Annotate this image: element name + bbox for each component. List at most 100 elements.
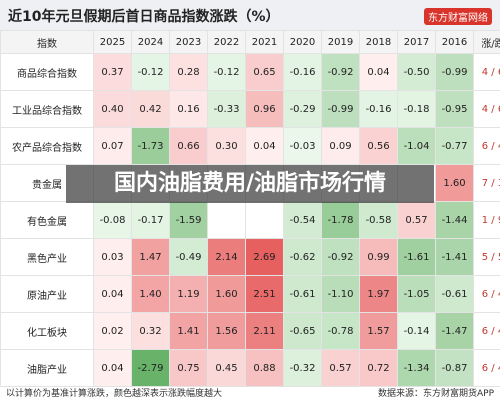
- cell-value: 1.57: [359, 312, 398, 350]
- up-down-count: 6 / 4: [473, 127, 500, 165]
- cell-value: 1.40: [131, 275, 170, 313]
- up-down-count: 7 / 3: [473, 164, 500, 202]
- row-label: 农产品综合指数: [0, 127, 94, 165]
- footer-source: 数据来源：东方财富期货APP: [377, 389, 494, 399]
- cell-value: 1.60: [207, 275, 246, 313]
- cell-value: 0.42: [131, 90, 170, 128]
- column-header: 2018: [359, 30, 398, 54]
- cell-value: 0.66: [169, 127, 208, 165]
- up-down-count: 5 / 5: [473, 238, 500, 276]
- cell-value: 0.04: [93, 349, 132, 387]
- cell-value: -0.03: [283, 127, 322, 165]
- cell-value: 0.37: [93, 53, 132, 91]
- cell-value: 0.57: [397, 201, 436, 239]
- cell-value: -0.29: [283, 90, 322, 128]
- logo: 东方财富网络: [424, 8, 492, 25]
- cell-value: [207, 201, 246, 239]
- cell-value: -1.78: [321, 201, 360, 239]
- cell-value: 0.28: [169, 53, 208, 91]
- cell-value: 0.88: [245, 349, 284, 387]
- up-down-count: 6 / 4: [473, 275, 500, 313]
- row: 有色金属 -0.08 -0.17 -1.59 -0.54 -1.78 -0.58 0.57 -1…: [0, 201, 500, 239]
- cell-value: 2.11: [245, 312, 284, 350]
- row: 农产品综合指数 0.07 -1.73 0.66 0.30 0.04 -0.03 0.09 0.5…: [0, 127, 500, 165]
- up-down-count: 4 / 6: [473, 90, 500, 128]
- cell-value: [245, 201, 284, 239]
- cell-value: -0.32: [283, 349, 322, 387]
- cell-value: -2.79: [131, 349, 170, 387]
- cell-value: 0.45: [207, 349, 246, 387]
- up-down-count: 6 / 4: [473, 312, 500, 350]
- cell-value: -0.99: [435, 53, 474, 91]
- cell-value: 2.51: [245, 275, 284, 313]
- cell-value: -0.08: [93, 201, 132, 239]
- cell-value: -1.44: [435, 201, 474, 239]
- row: 商品综合指数 0.37 -0.12 0.28 -0.12 0.65 -0.16 -0.92 0.…: [0, 53, 500, 91]
- cell-value: -0.54: [283, 201, 322, 239]
- cell-value: -0.12: [207, 53, 246, 91]
- cell-value: 0.65: [245, 53, 284, 91]
- column-header: 2020: [283, 30, 322, 54]
- cell-value: 0.02: [93, 312, 132, 350]
- cell-value: -0.49: [169, 238, 208, 276]
- row-label: 有色金属: [0, 201, 94, 239]
- cell-value: 0.30: [207, 127, 246, 165]
- cell-value: 1.41: [169, 312, 208, 350]
- cell-value: -0.18: [397, 90, 436, 128]
- row-label: 工业品综合指数: [0, 90, 94, 128]
- cell-value: -0.87: [435, 349, 474, 387]
- cell-value: 0.56: [359, 127, 398, 165]
- cell-value: 0.09: [321, 127, 360, 165]
- cell-value: -1.41: [435, 238, 474, 276]
- cell-value: -1.73: [131, 127, 170, 165]
- cell-value: 0.07: [93, 127, 132, 165]
- cell-value: 0.04: [359, 53, 398, 91]
- up-down-count: 6 / 4: [473, 349, 500, 387]
- column-header: 2021: [245, 30, 284, 54]
- up-down-count: 1 / 9: [473, 201, 500, 239]
- cell-value: -0.62: [283, 238, 322, 276]
- up-down-count: 4 / 6: [473, 53, 500, 91]
- cell-value: -1.59: [169, 201, 208, 239]
- cell-value: 2.69: [245, 238, 284, 276]
- cell-value: -0.95: [435, 90, 474, 128]
- cell-value: -0.14: [397, 312, 436, 350]
- cell-value: 0.04: [93, 275, 132, 313]
- cell-value: 0.32: [131, 312, 170, 350]
- row-label: 化工板块: [0, 312, 94, 350]
- cell-value: -1.34: [397, 349, 436, 387]
- cell-value: 0.40: [93, 90, 132, 128]
- cell-value: 1.19: [169, 275, 208, 313]
- cell-value: 1.56: [207, 312, 246, 350]
- cell-value: 0.04: [245, 127, 284, 165]
- column-header: 2016: [435, 30, 474, 54]
- row-label: 油脂产业: [0, 349, 94, 387]
- cell-value: -0.17: [131, 201, 170, 239]
- column-header: 2022: [207, 30, 246, 54]
- title: 近10年元旦假期后首日商品指数涨跌（%）: [8, 9, 280, 25]
- row-label: 原油产业: [0, 275, 94, 313]
- cell-value: -0.99: [321, 90, 360, 128]
- cell-value: -0.61: [283, 275, 322, 313]
- cell-value: 0.96: [245, 90, 284, 128]
- row-label: 黑色产业: [0, 238, 94, 276]
- overlay-text: 国内油脂费用/油脂市场行情: [66, 165, 434, 203]
- cell-value: -0.65: [283, 312, 322, 350]
- cell-value: -0.16: [283, 53, 322, 91]
- row: 工业品综合指数 0.40 0.42 0.16 -0.33 0.96 -0.29 -0.99 -0…: [0, 90, 500, 128]
- row: 黑色产业 0.03 1.47 -0.49 2.14 2.69 -0.62 -0.92 0.99-…: [0, 238, 500, 276]
- cell-value: -0.33: [207, 90, 246, 128]
- table: 指数 2025 2024 2023 2022 2021 2020 2019 2018 2017 20…: [0, 30, 500, 387]
- footer-note: 以计算价为基准计算涨跌，颜色越深表示涨跌幅度越大: [6, 389, 223, 399]
- column-header: 2024: [131, 30, 170, 54]
- row-label: 商品综合指数: [0, 53, 94, 91]
- cell-value: -0.58: [359, 201, 398, 239]
- cell-value: -0.78: [321, 312, 360, 350]
- column-header: 涨/跌: [473, 30, 500, 54]
- row: 油脂产业 0.04 -2.79 0.75 0.45 0.88 -0.32 0.57 0.72 -1…: [0, 349, 500, 387]
- cell-value: -1.10: [321, 275, 360, 313]
- cell-value: -0.92: [321, 238, 360, 276]
- cell-value: -0.12: [131, 53, 170, 91]
- cell-value: 0.16: [169, 90, 208, 128]
